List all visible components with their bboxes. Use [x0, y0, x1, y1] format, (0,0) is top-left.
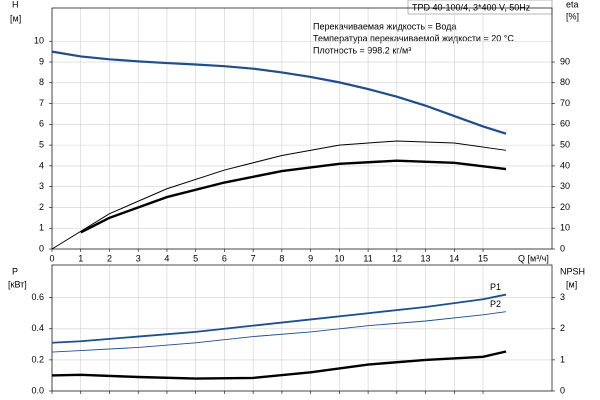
x-tick-label: 11 — [363, 253, 372, 263]
x-axis-title: Q [м³/ч] — [518, 253, 549, 263]
y-tick-label: 6 — [39, 119, 44, 129]
plot-frame — [51, 7, 553, 250]
x-tick-label: 4 — [164, 253, 169, 263]
curve — [51, 293, 507, 344]
x-tick-label: 15 — [478, 253, 488, 263]
y2-tick-label: 60 — [560, 119, 570, 129]
curve — [51, 311, 507, 353]
curve — [51, 350, 507, 380]
x-tick-label: 9 — [308, 253, 313, 263]
y-axis-unit: [кВт] — [8, 279, 27, 289]
x-tick-label: 0 — [49, 253, 54, 263]
y-tick-label: 0 — [39, 243, 44, 253]
y-tick-label: 7 — [39, 98, 44, 108]
x-tick-label: 1 — [78, 253, 83, 263]
y-tick-label: 0.2 — [31, 354, 44, 364]
legend-label: P2 — [490, 299, 501, 309]
y2-tick-label: 40 — [560, 160, 570, 170]
y-axis-title: P — [12, 266, 18, 276]
y2-tick-label: 2 — [560, 323, 565, 333]
x-tick-label: 10 — [334, 253, 344, 263]
y2-tick-label: 10 — [560, 223, 570, 233]
annotation: Перекачиваемая жидкость = Вода — [313, 21, 456, 31]
y-tick-label: 9 — [39, 56, 44, 66]
y-tick-label: 10 — [34, 36, 44, 46]
y-axis-title: H — [12, 0, 19, 9]
curve — [80, 159, 507, 234]
y-tick-label: 1 — [39, 223, 44, 233]
x-tick-label: 7 — [251, 253, 256, 263]
y-tick-label: 0.0 — [31, 385, 44, 395]
y-tick-label: 0.4 — [31, 323, 44, 333]
y2-tick-label: 90 — [560, 56, 570, 66]
y2-tick-label: 30 — [560, 181, 570, 191]
y2-tick-label: 80 — [560, 77, 570, 87]
x-tick-label: 12 — [392, 253, 402, 263]
y-tick-label: 8 — [39, 77, 44, 87]
x-tick-label: 14 — [449, 253, 459, 263]
y-tick-label: 0.6 — [31, 292, 44, 302]
x-tick-label: 2 — [107, 253, 112, 263]
annotation: Плотность = 998.2 кг/м³ — [313, 45, 411, 55]
y2-tick-label: 0 — [560, 385, 565, 395]
x-tick-label: 3 — [136, 253, 141, 263]
y2-tick-label: 70 — [560, 98, 570, 108]
curve — [51, 140, 507, 250]
plot-frame — [51, 264, 553, 392]
x-tick-label: 6 — [222, 253, 227, 263]
y-tick-label: 4 — [39, 160, 44, 170]
x-tick-label: 8 — [279, 253, 284, 263]
y2-axis-unit: [м] — [566, 279, 577, 289]
x-tick-label: 13 — [421, 253, 431, 263]
annotation: Температура перекачиваемой жидкости = 20… — [313, 33, 514, 43]
title-box — [407, 0, 553, 15]
y2-axis-title: eta — [566, 0, 579, 9]
y-tick-label: 2 — [39, 202, 44, 212]
chart-title: TPD 40-100/4, 3*400 V, 50Hz — [412, 2, 531, 12]
curve — [51, 50, 507, 135]
y2-tick-label: 3 — [560, 292, 565, 302]
y2-axis-unit: [%] — [566, 11, 579, 21]
y2-tick-label: 20 — [560, 202, 570, 212]
legend-label: P1 — [490, 282, 501, 292]
x-tick-label: 5 — [193, 253, 198, 263]
y2-axis-title: NPSH — [560, 266, 585, 276]
y-tick-label: 5 — [39, 139, 44, 149]
y-axis-unit: [м] — [10, 13, 21, 23]
y2-tick-label: 1 — [560, 354, 565, 364]
y2-tick-label: 0 — [560, 243, 565, 253]
y-tick-label: 3 — [39, 181, 44, 191]
y2-tick-label: 50 — [560, 139, 570, 149]
